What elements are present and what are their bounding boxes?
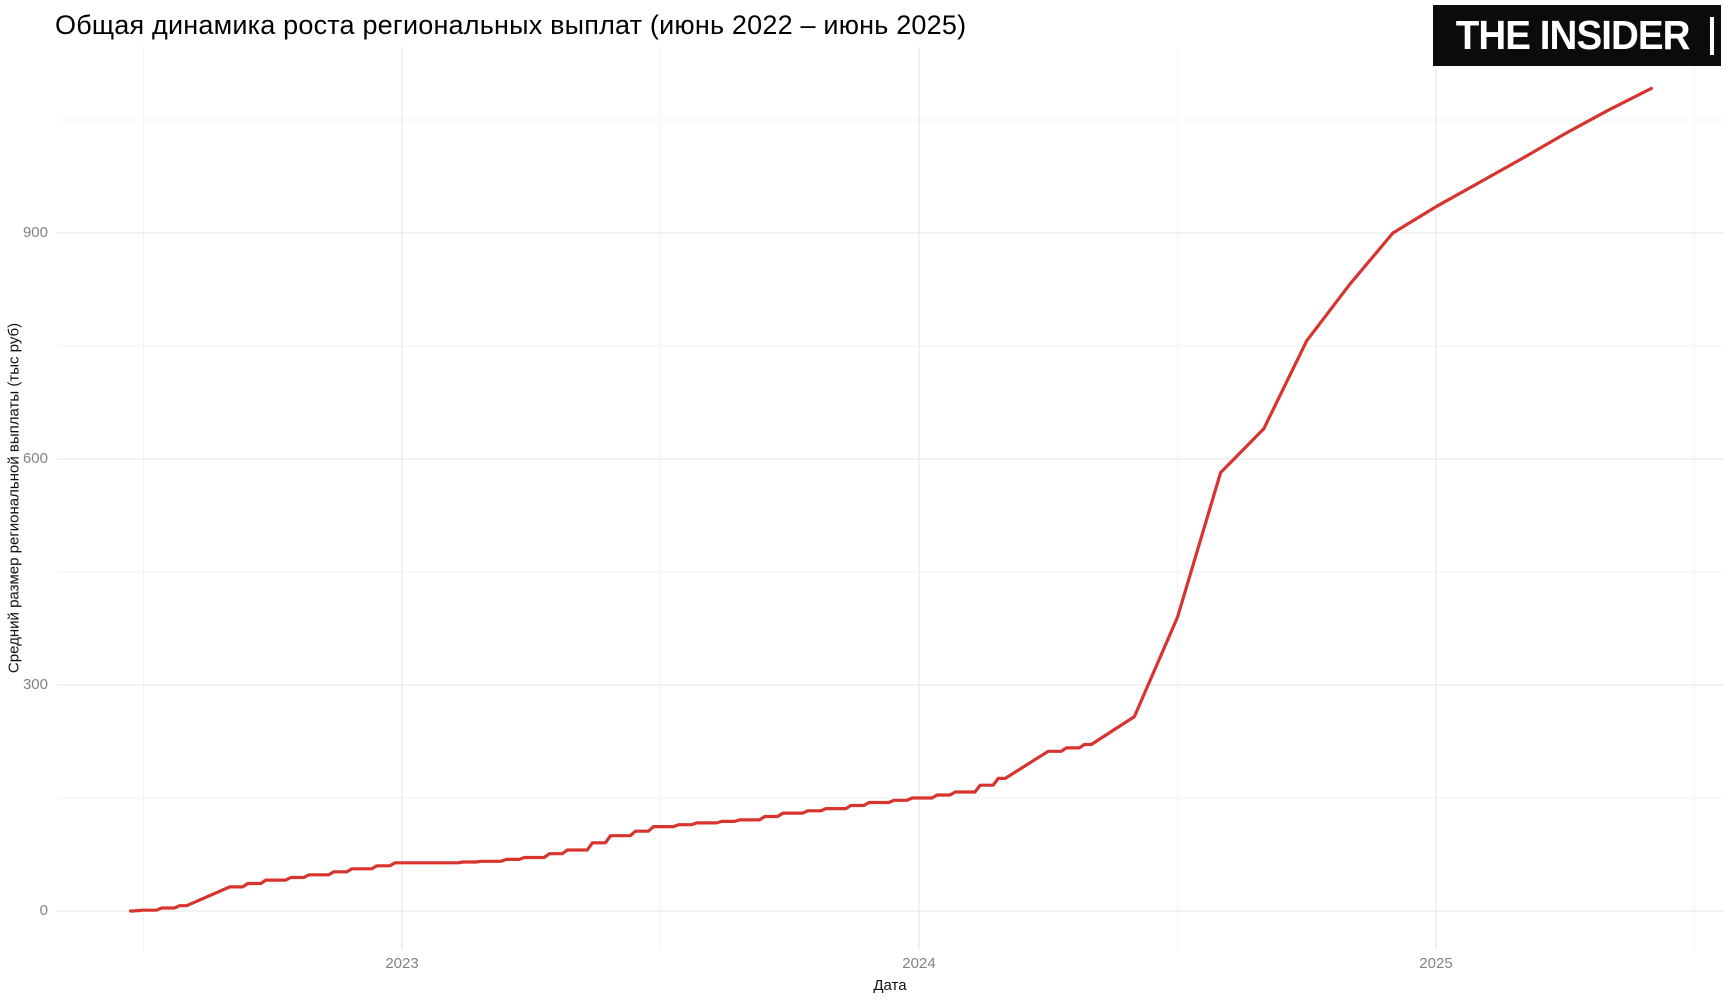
chart-title: Общая динамика роста региональных выплат… <box>55 10 967 40</box>
y-tick-label-300: 300 <box>22 676 48 693</box>
x-axis-title: Дата <box>873 977 907 994</box>
y-axis-title: Средний размер региональной выплаты (тыс… <box>5 322 23 674</box>
logo-cursor-bar <box>1710 17 1714 55</box>
y-tick-label-600: 600 <box>22 450 48 468</box>
the-insider-logo: THE INSIDER <box>1433 5 1721 66</box>
data-line-regional-payments <box>129 86 1654 913</box>
logo-text: THE INSIDER <box>1455 12 1690 58</box>
y-tick-label-0: 0 <box>39 902 48 919</box>
x-tick-label-2024: 2024 <box>902 955 936 972</box>
y-tick-label-900: 900 <box>22 224 48 242</box>
x-tick-label-2023: 2023 <box>385 955 419 972</box>
x-tick-label-2025: 2025 <box>1419 955 1453 972</box>
